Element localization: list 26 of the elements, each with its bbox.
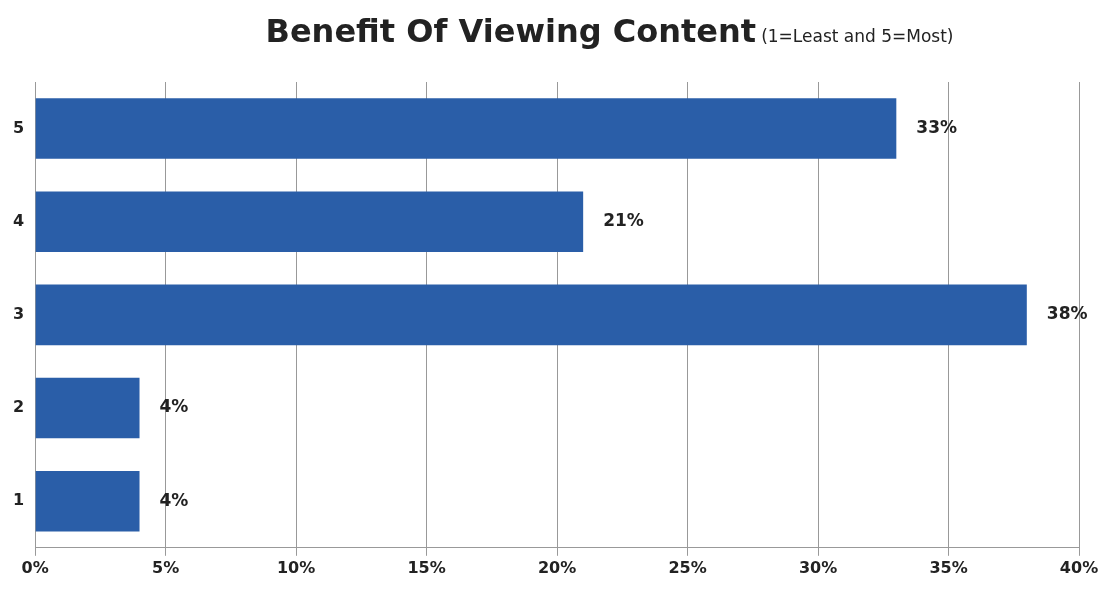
data-label: 4% — [159, 396, 189, 417]
bar — [35, 470, 140, 532]
x-tick-label: 35% — [929, 557, 968, 577]
y-tick-label: 5 — [12, 117, 25, 137]
bar — [35, 284, 1027, 346]
data-label: 33% — [916, 117, 958, 137]
y-tick-label: 4 — [12, 210, 25, 230]
bar — [35, 191, 584, 253]
chart-title: Benefit Of Viewing Content — [265, 12, 757, 50]
y-tick-label: 3 — [12, 304, 25, 324]
x-tick-label: 15% — [407, 557, 446, 577]
x-tick-label: 25% — [668, 557, 707, 577]
bar — [35, 98, 897, 159]
bar — [35, 377, 140, 439]
x-tick-label: 20% — [537, 557, 577, 577]
data-label: 38% — [1046, 303, 1088, 324]
x-tick-label: 30% — [798, 557, 838, 577]
data-label: 4% — [159, 489, 189, 510]
x-tick-label: 5% — [152, 557, 180, 577]
x-tick-label: 40% — [1059, 557, 1099, 577]
data-label: 21% — [603, 210, 644, 231]
x-tick-label: 0% — [21, 557, 49, 577]
x-tick-label: 10% — [276, 557, 316, 577]
chart-subtitle: (1=Least and 5=Most) — [761, 26, 954, 46]
y-tick-label: 2 — [12, 397, 25, 417]
y-tick-label: 1 — [12, 490, 25, 510]
